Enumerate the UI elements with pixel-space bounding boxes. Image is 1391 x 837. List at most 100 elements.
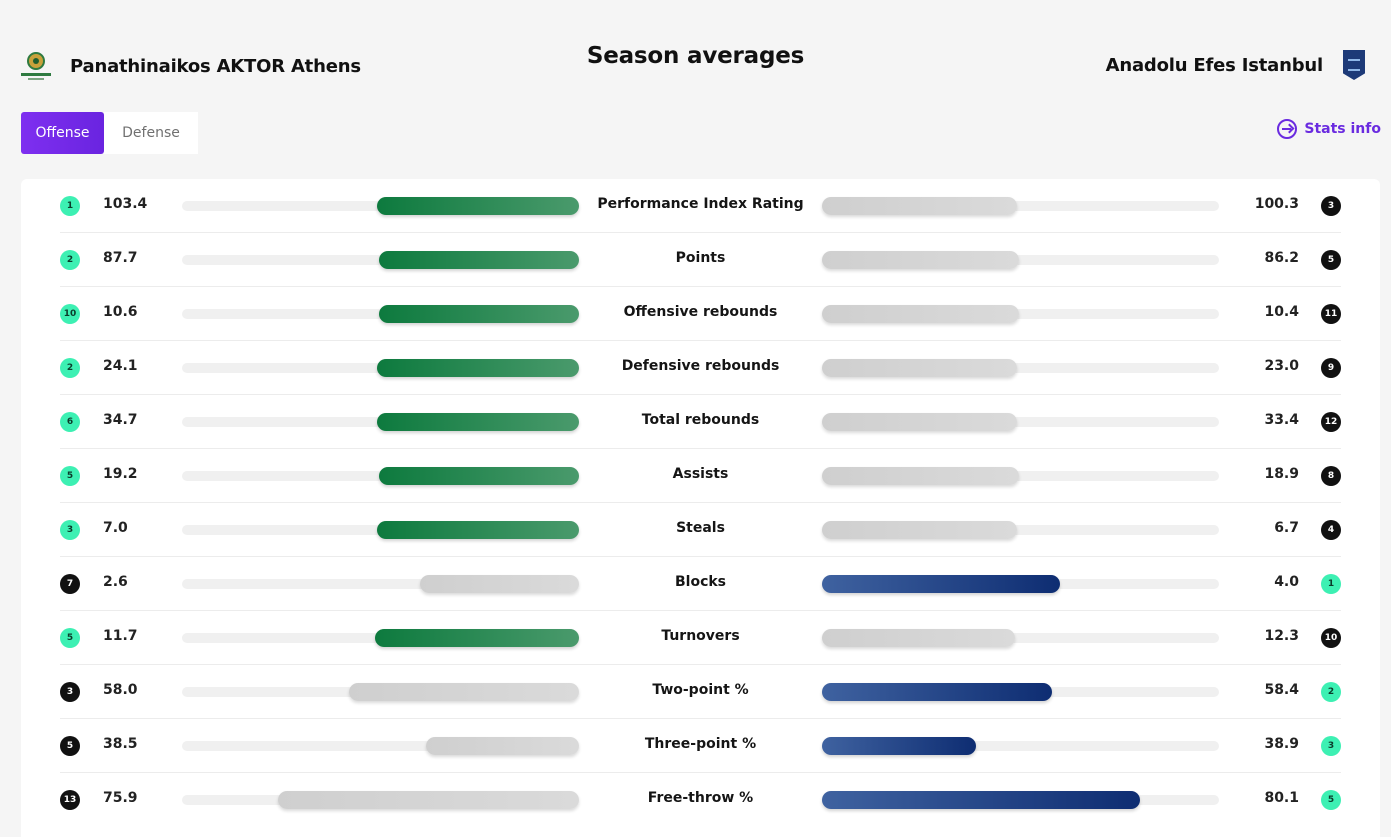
stat-row: 7 2.6 Blocks 4.0 1 <box>60 557 1341 611</box>
away-stat-value: 12.3 <box>1264 628 1299 644</box>
away-stat-bar <box>822 197 1017 215</box>
panathinaikos-logo-icon <box>20 50 52 82</box>
home-rank-badge: 5 <box>60 736 80 756</box>
home-team[interactable]: Panathinaikos AKTOR Athens <box>20 50 361 82</box>
stat-row: 13 75.9 Free-throw % 80.1 5 <box>60 773 1341 827</box>
home-team-name[interactable]: Panathinaikos AKTOR Athens <box>70 55 361 77</box>
away-rank-badge: 12 <box>1321 412 1341 432</box>
home-stat-track <box>182 683 579 701</box>
away-rank-badge: 10 <box>1321 628 1341 648</box>
home-rank-badge: 2 <box>60 358 80 378</box>
home-stat-track <box>182 629 579 647</box>
away-stat-bar <box>822 791 1140 809</box>
away-stat-value: 80.1 <box>1264 790 1299 806</box>
home-stat-bar <box>377 413 579 431</box>
home-rank-badge: 6 <box>60 412 80 432</box>
home-rank-badge: 1 <box>60 196 80 216</box>
home-stat-track <box>182 413 579 431</box>
home-stat-bar <box>426 737 579 755</box>
away-stat-track <box>822 305 1219 323</box>
stat-row: 3 58.0 Two-point % 58.4 2 <box>60 665 1341 719</box>
home-stat-track <box>182 251 579 269</box>
stat-label: Defensive rebounds <box>621 358 780 374</box>
home-stat-track <box>182 791 579 809</box>
away-stat-value: 86.2 <box>1264 250 1299 266</box>
away-rank-badge: 5 <box>1321 790 1341 810</box>
page-title: Season averages <box>586 43 805 69</box>
away-stat-value: 58.4 <box>1264 682 1299 698</box>
anadolu-efes-logo-icon <box>1343 50 1365 80</box>
away-stat-value: 10.4 <box>1264 304 1299 320</box>
home-rank-badge: 2 <box>60 250 80 270</box>
away-stat-track <box>822 359 1219 377</box>
home-stat-value: 103.4 <box>103 196 148 212</box>
away-team-name[interactable]: Anadolu Efes Istanbul <box>1105 54 1324 76</box>
away-stat-track <box>822 197 1219 215</box>
home-stat-bar <box>379 467 579 485</box>
tab-defense[interactable]: Defense <box>104 112 198 154</box>
away-rank-badge: 11 <box>1321 304 1341 324</box>
home-rank-badge: 5 <box>60 628 80 648</box>
away-stat-value: 23.0 <box>1264 358 1299 374</box>
away-rank-badge: 3 <box>1321 736 1341 756</box>
away-rank-badge: 3 <box>1321 196 1341 216</box>
away-stat-track <box>822 629 1219 647</box>
stat-row: 2 24.1 Defensive rebounds 23.0 9 <box>60 341 1341 395</box>
home-rank-badge: 3 <box>60 682 80 702</box>
stat-label: Total rebounds <box>641 412 760 428</box>
stat-row: 3 7.0 Steals 6.7 4 <box>60 503 1341 557</box>
away-stat-track <box>822 683 1219 701</box>
stat-label: Offensive rebounds <box>623 304 778 320</box>
stat-row: 1 103.4 Performance Index Rating 100.3 3 <box>60 179 1341 233</box>
away-stat-bar <box>822 737 976 755</box>
away-stat-bar <box>822 521 1017 539</box>
home-stat-bar <box>379 305 579 323</box>
away-stat-bar <box>822 359 1017 377</box>
home-stat-bar <box>379 251 579 269</box>
away-stat-bar <box>822 251 1019 269</box>
away-stat-track <box>822 521 1219 539</box>
home-stat-bar <box>349 683 579 701</box>
away-stat-track <box>822 791 1219 809</box>
home-stat-value: 34.7 <box>103 412 138 428</box>
away-stat-value: 100.3 <box>1254 196 1299 212</box>
home-stat-value: 24.1 <box>103 358 138 374</box>
home-stat-track <box>182 575 579 593</box>
away-stat-bar <box>822 467 1019 485</box>
stats-info-link[interactable]: Stats info <box>1277 119 1381 139</box>
away-stat-bar <box>822 683 1052 701</box>
home-stat-value: 7.0 <box>103 520 128 536</box>
home-stat-value: 19.2 <box>103 466 138 482</box>
stats-card: 1 103.4 Performance Index Rating 100.3 3 2 87.… <box>21 179 1380 837</box>
home-stat-value: 11.7 <box>103 628 138 644</box>
stat-row: 5 19.2 Assists 18.9 8 <box>60 449 1341 503</box>
stat-label: Points <box>675 250 726 266</box>
away-team[interactable]: Anadolu Efes Istanbul <box>1106 50 1365 80</box>
stat-label: Three-point % <box>644 736 757 752</box>
stat-label: Blocks <box>674 574 727 590</box>
home-stat-value: 38.5 <box>103 736 138 752</box>
stat-label: Free-throw % <box>647 790 754 806</box>
home-stat-track <box>182 467 579 485</box>
home-rank-badge: 13 <box>60 790 80 810</box>
away-rank-badge: 8 <box>1321 466 1341 486</box>
home-stat-value: 2.6 <box>103 574 128 590</box>
home-rank-badge: 5 <box>60 466 80 486</box>
away-rank-badge: 9 <box>1321 358 1341 378</box>
away-rank-badge: 5 <box>1321 250 1341 270</box>
home-stat-bar <box>377 359 579 377</box>
home-stat-bar <box>377 521 579 539</box>
away-stat-track <box>822 575 1219 593</box>
away-stat-track <box>822 413 1219 431</box>
stat-label: Steals <box>676 520 725 536</box>
home-stat-track <box>182 305 579 323</box>
home-stat-value: 75.9 <box>103 790 138 806</box>
tab-offense[interactable]: Offense <box>21 112 104 154</box>
away-stat-track <box>822 467 1219 485</box>
stat-label: Two-point % <box>652 682 749 698</box>
home-stat-track <box>182 521 579 539</box>
away-stat-bar <box>822 305 1019 323</box>
stat-row: 6 34.7 Total rebounds 33.4 12 <box>60 395 1341 449</box>
arrow-circle-right-icon <box>1277 119 1298 139</box>
home-stat-bar <box>278 791 579 809</box>
